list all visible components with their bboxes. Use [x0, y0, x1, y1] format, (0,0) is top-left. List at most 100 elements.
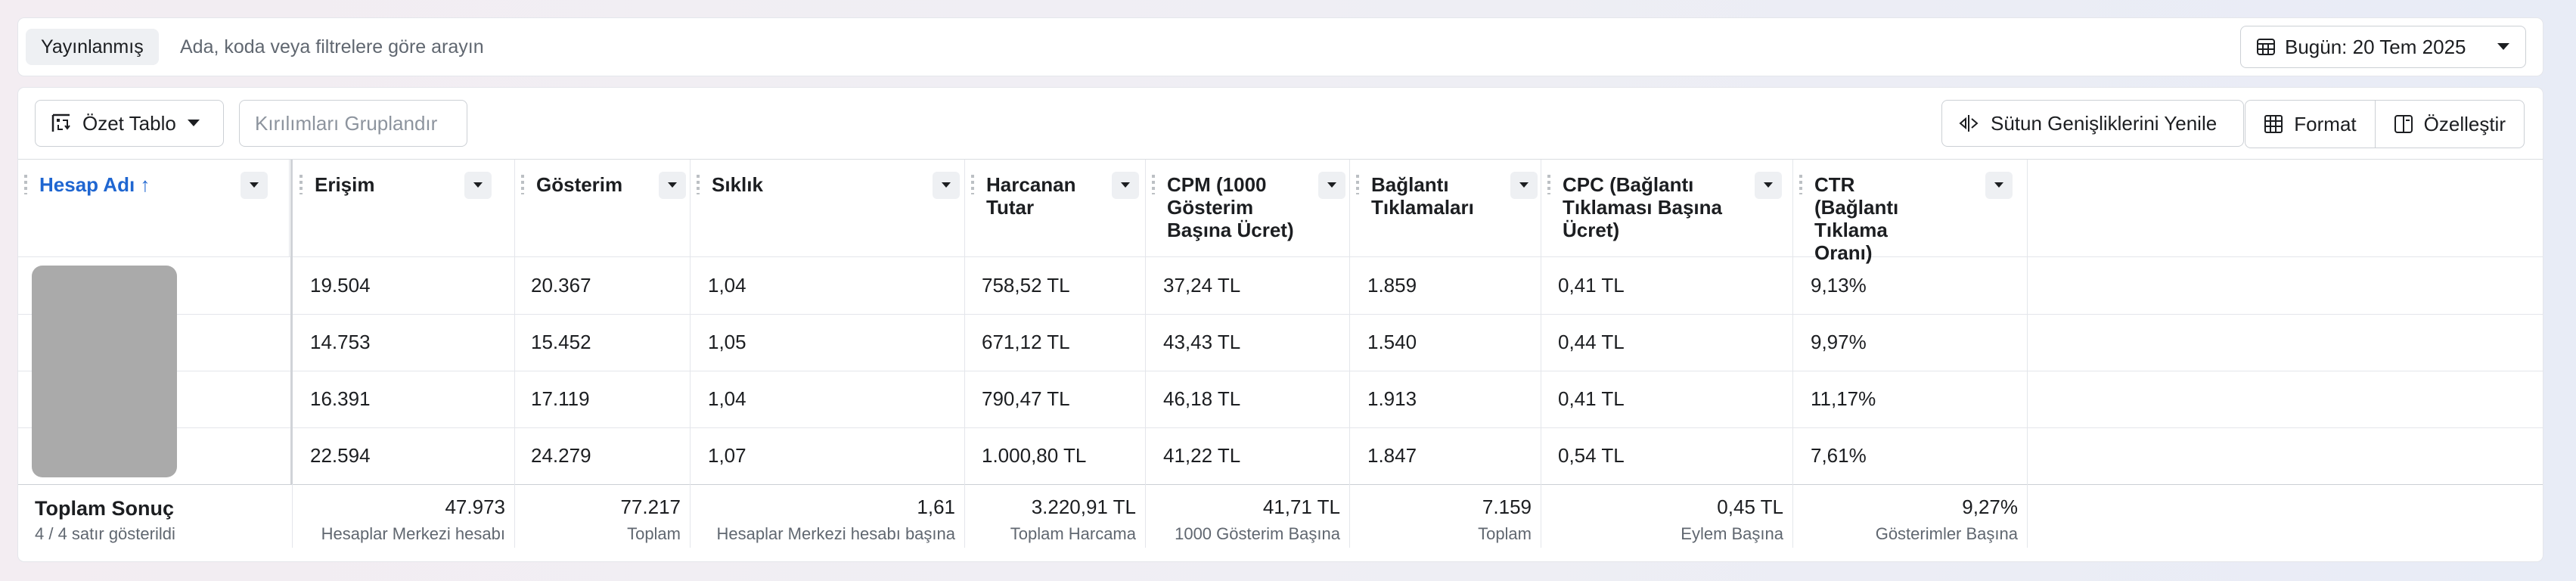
- link-clicks-cell: 1.540: [1367, 331, 1417, 353]
- column-header-cpm[interactable]: CPM (1000 Gösterim Başına Ücret): [1146, 160, 1349, 256]
- summary-table-label: Özet Tablo: [82, 111, 176, 135]
- reach-cell: 19.504: [310, 274, 371, 297]
- summary-table-button[interactable]: Özet Tablo: [35, 100, 224, 147]
- totals-title: Toplam Sonuç: [35, 497, 175, 520]
- column-header-label: Bağlantı Tıklamaları: [1371, 173, 1474, 219]
- column-header-label: Sıklık: [712, 173, 763, 196]
- column-menu-icon[interactable]: [659, 172, 686, 199]
- date-picker-button[interactable]: Bugün: 20 Tem 2025: [2240, 26, 2526, 68]
- drag-handle-icon[interactable]: [1799, 175, 1802, 194]
- column-header-label: Gösterim: [536, 173, 623, 196]
- table-format-icon: [2264, 114, 2283, 134]
- search-input[interactable]: Ada, koda veya filtrelere göre arayın: [180, 36, 484, 57]
- column-menu-icon[interactable]: [464, 172, 492, 199]
- chevron-down-icon: [2497, 42, 2510, 51]
- impressions-cell: 24.279: [531, 444, 591, 467]
- column-header-ctr[interactable]: CTR (Bağlantı Tıklama Oranı): [1793, 160, 2027, 264]
- reach-cell: 22.594: [310, 444, 371, 467]
- frequency-cell: 1,05: [708, 331, 746, 353]
- group-breakdowns-button[interactable]: Kırılımları Gruplandır: [239, 100, 467, 147]
- column-header-label: CPC (Bağlantı Tıklaması Başına Ücret): [1563, 173, 1722, 241]
- column-menu-icon[interactable]: [1985, 172, 2013, 199]
- reset-widths-label: Sütun Genişliklerini Yenile: [1991, 111, 2218, 135]
- frequency-cell: 1,04: [708, 387, 746, 410]
- cpm-cell: 41,22 TL: [1163, 444, 1241, 467]
- amount-spent-cell: 758,52 TL: [982, 274, 1070, 297]
- drag-handle-icon[interactable]: [971, 175, 974, 194]
- amount-spent-cell: 671,12 TL: [982, 331, 1070, 353]
- column-menu-icon[interactable]: [1510, 172, 1538, 199]
- column-header-label: Erişim: [315, 173, 375, 196]
- ctr-cell: 9,97%: [1811, 331, 1867, 353]
- drag-handle-icon[interactable]: [697, 175, 700, 194]
- total-reach-caption: Hesaplar Merkezi hesabı: [321, 524, 505, 543]
- reset-column-widths-button[interactable]: Sütun Genişliklerini Yenile: [1941, 100, 2244, 147]
- drag-handle-icon[interactable]: [1152, 175, 1155, 194]
- reach-cell: 16.391: [310, 387, 371, 410]
- results-table: Hesap Adı ↑ Erişim Gösterim Sıklık Harca…: [18, 159, 2543, 561]
- total-impressions-caption: Toplam: [627, 524, 681, 543]
- cpm-cell: 37,24 TL: [1163, 274, 1241, 297]
- link-clicks-cell: 1.847: [1367, 444, 1417, 467]
- status-filter-chip[interactable]: Yayınlanmış: [26, 29, 159, 65]
- impressions-cell: 17.119: [531, 387, 590, 410]
- drag-handle-icon[interactable]: [1356, 175, 1359, 194]
- total-reach: 47.973: [445, 496, 505, 518]
- format-customize-group: Format Özelleştir: [2245, 100, 2525, 148]
- column-menu-icon[interactable]: [1112, 172, 1139, 199]
- column-menu-icon[interactable]: [933, 172, 960, 199]
- cpm-cell: 43,43 TL: [1163, 331, 1241, 353]
- column-menu-icon[interactable]: [1755, 172, 1782, 199]
- ctr-cell: 7,61%: [1811, 444, 1867, 467]
- date-label: Bugün: 20 Tem 2025: [2285, 35, 2466, 58]
- column-header-label: Hesap Adı ↑: [39, 173, 151, 196]
- frequency-cell: 1,04: [708, 274, 746, 297]
- total-link-clicks-caption: Toplam: [1478, 524, 1532, 543]
- account-avatar: [32, 266, 177, 477]
- cpc-cell: 0,41 TL: [1558, 387, 1625, 410]
- ctr-cell: 11,17%: [1811, 387, 1876, 410]
- column-header-account-name[interactable]: Hesap Adı ↑: [18, 160, 289, 256]
- pivot-table-icon: [51, 113, 72, 134]
- cpc-cell: 0,54 TL: [1558, 444, 1625, 467]
- column-header-link-clicks[interactable]: Bağlantı Tıklamaları: [1350, 160, 1541, 256]
- cpc-cell: 0,41 TL: [1558, 274, 1625, 297]
- column-header-label: CPM (1000 Gösterim Başına Ücret): [1167, 173, 1294, 241]
- format-button[interactable]: Format: [2245, 101, 2374, 148]
- total-amount-spent: 3.220,91 TL: [1031, 496, 1136, 518]
- column-header-label: Harcanan Tutar: [986, 173, 1076, 219]
- total-frequency-caption: Hesaplar Merkezi hesabı başına: [716, 524, 956, 543]
- customize-button[interactable]: Özelleştir: [2374, 101, 2524, 148]
- format-label: Format: [2294, 112, 2357, 135]
- column-resize-icon: [1957, 113, 1980, 133]
- total-ctr: 9,27%: [1962, 496, 2018, 518]
- column-header-cpc[interactable]: CPC (Bağlantı Tıklaması Başına Ücret): [1541, 160, 1792, 256]
- total-ctr-caption: Gösterimler Başına: [1875, 524, 2018, 543]
- calendar-icon: [2256, 37, 2276, 57]
- total-impressions: 77.217: [620, 496, 681, 518]
- total-cpm-caption: 1000 Gösterim Başına: [1175, 524, 1340, 543]
- total-link-clicks: 7.159: [1482, 496, 1532, 518]
- total-cpc: 0,45 TL: [1717, 496, 1783, 518]
- column-header-amount-spent[interactable]: Harcanan Tutar: [965, 160, 1145, 256]
- column-menu-icon[interactable]: [241, 172, 268, 199]
- ctr-cell: 9,13%: [1811, 274, 1867, 297]
- drag-handle-icon[interactable]: [1547, 175, 1550, 194]
- column-header-frequency[interactable]: Sıklık: [691, 160, 964, 256]
- link-clicks-cell: 1.859: [1367, 274, 1417, 297]
- frequency-cell: 1,07: [708, 444, 746, 467]
- amount-spent-cell: 1.000,80 TL: [982, 444, 1087, 467]
- link-clicks-cell: 1.913: [1367, 387, 1417, 410]
- total-frequency: 1,61: [917, 496, 955, 518]
- column-menu-icon[interactable]: [1318, 172, 1345, 199]
- drag-handle-icon[interactable]: [24, 175, 27, 194]
- drag-handle-icon[interactable]: [521, 175, 524, 194]
- search-bar: Yayınlanmış Ada, koda veya filtrelere gö…: [18, 18, 2543, 76]
- column-header-impressions[interactable]: Gösterim: [515, 160, 690, 256]
- column-header-reach[interactable]: Erişim: [293, 160, 514, 256]
- total-cpc-caption: Eylem Başına: [1681, 524, 1783, 543]
- drag-handle-icon[interactable]: [299, 175, 303, 194]
- column-header-label: CTR (Bağlantı Tıklama Oranı): [1814, 173, 1899, 264]
- impressions-cell: 20.367: [531, 274, 591, 297]
- total-amount-spent-caption: Toplam Harcama: [1010, 524, 1136, 543]
